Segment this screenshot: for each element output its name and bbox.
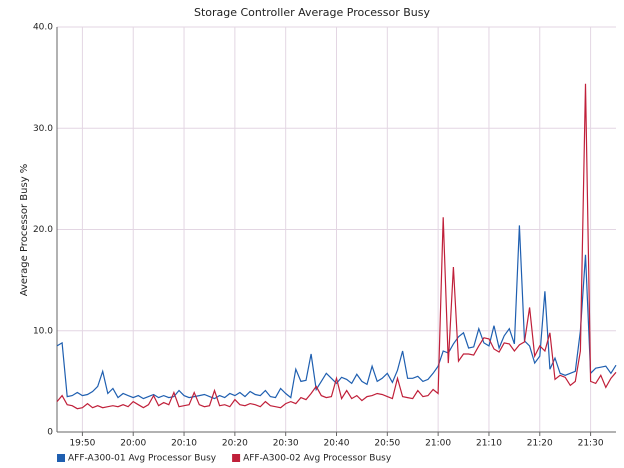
y-tick-label: 0 — [47, 428, 53, 438]
x-tick-label: 21:30 — [578, 439, 604, 449]
x-tick-label: 21:10 — [476, 439, 502, 449]
x-tick-label: 20:40 — [324, 439, 350, 449]
chart-title: Storage Controller Average Processor Bus… — [194, 6, 431, 19]
legend-swatch — [232, 454, 241, 462]
y-tick-label: 30.0 — [33, 124, 53, 134]
x-tick-label: 20:20 — [222, 439, 248, 449]
y-tick-label: 10.0 — [33, 326, 53, 336]
data-line — [56, 83, 617, 410]
x-tick-label: 21:00 — [425, 439, 451, 449]
x-tick-label: 20:50 — [374, 439, 400, 449]
x-tick-label: 20:30 — [273, 439, 299, 449]
legend-label: AFF-A300-02 Avg Processor Busy — [243, 454, 392, 464]
y-tick-label: 20.0 — [33, 225, 53, 235]
x-tick-label: 21:20 — [527, 439, 553, 449]
x-tick-label: 19:50 — [69, 439, 95, 449]
y-tick-label: 40.0 — [33, 23, 53, 33]
data-line — [56, 225, 617, 400]
legend-label: AFF-A300-01 Avg Processor Busy — [68, 454, 217, 464]
y-axis-label: Average Processor Busy % — [19, 164, 30, 297]
legend-swatch — [57, 454, 65, 462]
x-tick-label: 20:00 — [120, 439, 146, 449]
x-tick-label: 20:10 — [171, 439, 197, 449]
